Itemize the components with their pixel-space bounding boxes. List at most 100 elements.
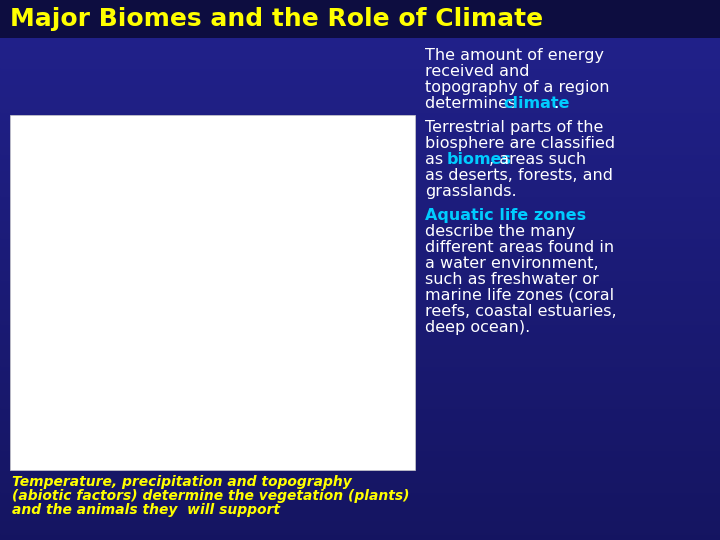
Bar bbox=[0, 250, 720, 252]
Bar bbox=[0, 460, 720, 462]
Bar bbox=[0, 310, 720, 312]
Bar bbox=[0, 116, 720, 118]
Bar bbox=[0, 416, 720, 418]
Bar bbox=[0, 430, 720, 432]
Bar bbox=[0, 428, 720, 430]
Bar bbox=[0, 488, 720, 490]
Bar bbox=[0, 8, 720, 10]
Text: as deserts, forests, and: as deserts, forests, and bbox=[425, 168, 613, 183]
Bar bbox=[0, 124, 720, 126]
Text: Temperature, precipitation and topography: Temperature, precipitation and topograph… bbox=[12, 475, 352, 489]
Bar bbox=[0, 296, 720, 298]
Bar bbox=[0, 190, 720, 192]
Bar bbox=[0, 84, 720, 86]
Bar bbox=[0, 492, 720, 494]
Bar bbox=[0, 100, 720, 102]
Bar bbox=[0, 536, 720, 538]
Bar bbox=[0, 344, 720, 346]
Bar bbox=[0, 22, 720, 24]
Bar bbox=[0, 54, 720, 56]
Bar bbox=[0, 130, 720, 132]
Bar bbox=[0, 226, 720, 228]
Bar bbox=[0, 414, 720, 416]
Bar bbox=[0, 0, 720, 2]
Bar bbox=[0, 92, 720, 94]
Text: deep ocean).: deep ocean). bbox=[425, 320, 530, 335]
Bar bbox=[0, 210, 720, 212]
Bar bbox=[0, 532, 720, 534]
Bar bbox=[0, 248, 720, 250]
Bar bbox=[0, 258, 720, 260]
Bar bbox=[0, 36, 720, 38]
Bar bbox=[0, 266, 720, 268]
Text: and the animals they  will support: and the animals they will support bbox=[12, 503, 280, 517]
Bar bbox=[0, 86, 720, 88]
Text: describe the many: describe the many bbox=[425, 224, 575, 239]
Text: Aquatic life zones: Aquatic life zones bbox=[425, 208, 586, 223]
Bar bbox=[0, 46, 720, 48]
Bar bbox=[0, 108, 720, 110]
Bar bbox=[0, 464, 720, 466]
Bar bbox=[0, 484, 720, 486]
Bar bbox=[0, 340, 720, 342]
Bar bbox=[0, 440, 720, 442]
Bar bbox=[0, 506, 720, 508]
Text: , areas such: , areas such bbox=[489, 152, 586, 167]
Bar bbox=[0, 282, 720, 284]
Bar bbox=[0, 362, 720, 364]
Bar bbox=[0, 122, 720, 124]
Bar bbox=[0, 82, 720, 84]
Bar bbox=[0, 370, 720, 372]
Bar bbox=[0, 160, 720, 162]
Bar bbox=[0, 324, 720, 326]
Bar bbox=[0, 478, 720, 480]
Bar bbox=[0, 76, 720, 78]
Bar bbox=[0, 40, 720, 42]
Bar bbox=[0, 270, 720, 272]
Bar bbox=[0, 244, 720, 246]
Bar bbox=[0, 152, 720, 154]
Text: topography of a region: topography of a region bbox=[425, 80, 610, 95]
Bar bbox=[0, 278, 720, 280]
Bar bbox=[0, 474, 720, 476]
Bar bbox=[0, 208, 720, 210]
Bar bbox=[0, 188, 720, 190]
Bar bbox=[0, 528, 720, 530]
Text: The amount of energy: The amount of energy bbox=[425, 48, 604, 63]
Bar bbox=[0, 158, 720, 160]
Bar bbox=[0, 32, 720, 34]
Bar bbox=[0, 286, 720, 288]
Bar bbox=[0, 74, 720, 76]
Bar bbox=[10, 115, 415, 470]
Text: Major Biomes and the Role of Climate: Major Biomes and the Role of Climate bbox=[10, 7, 543, 31]
Text: reefs, coastal estuaries,: reefs, coastal estuaries, bbox=[425, 304, 616, 319]
Bar bbox=[0, 312, 720, 314]
Bar bbox=[0, 384, 720, 386]
Bar bbox=[0, 150, 720, 152]
Bar bbox=[0, 194, 720, 196]
Bar bbox=[0, 136, 720, 138]
Bar bbox=[0, 462, 720, 464]
Bar bbox=[0, 454, 720, 456]
Bar bbox=[0, 104, 720, 106]
Bar bbox=[0, 456, 720, 458]
Bar bbox=[0, 514, 720, 516]
Bar bbox=[0, 386, 720, 388]
Bar bbox=[0, 398, 720, 400]
Bar bbox=[0, 128, 720, 130]
Bar bbox=[0, 254, 720, 256]
Bar bbox=[0, 52, 720, 54]
Bar bbox=[0, 468, 720, 470]
Bar bbox=[0, 224, 720, 226]
Bar bbox=[0, 176, 720, 178]
Bar bbox=[0, 148, 720, 150]
Bar bbox=[0, 184, 720, 186]
Bar bbox=[0, 466, 720, 468]
Bar bbox=[0, 28, 720, 30]
Bar bbox=[0, 354, 720, 356]
Bar bbox=[0, 304, 720, 306]
Bar bbox=[0, 476, 720, 478]
Bar bbox=[0, 178, 720, 180]
Bar bbox=[0, 446, 720, 448]
Bar bbox=[0, 144, 720, 146]
